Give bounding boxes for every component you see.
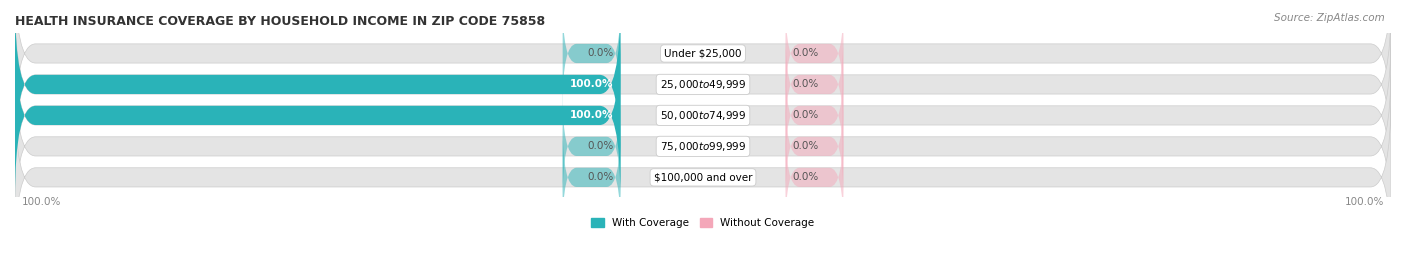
Text: 0.0%: 0.0% (793, 110, 818, 121)
Text: 100.0%: 100.0% (569, 79, 613, 89)
Text: 0.0%: 0.0% (588, 172, 613, 182)
FancyBboxPatch shape (15, 1, 1391, 168)
Text: $100,000 and over: $100,000 and over (654, 172, 752, 182)
Text: 0.0%: 0.0% (588, 141, 613, 151)
Text: 0.0%: 0.0% (793, 48, 818, 58)
FancyBboxPatch shape (15, 1, 620, 168)
FancyBboxPatch shape (562, 125, 620, 230)
Text: Source: ZipAtlas.com: Source: ZipAtlas.com (1274, 13, 1385, 23)
Text: 100.0%: 100.0% (569, 110, 613, 121)
FancyBboxPatch shape (786, 63, 844, 168)
FancyBboxPatch shape (15, 32, 620, 199)
Text: 100.0%: 100.0% (22, 197, 62, 207)
Text: 0.0%: 0.0% (588, 48, 613, 58)
FancyBboxPatch shape (786, 125, 844, 230)
FancyBboxPatch shape (15, 94, 1391, 261)
Text: 0.0%: 0.0% (793, 172, 818, 182)
Text: $50,000 to $74,999: $50,000 to $74,999 (659, 109, 747, 122)
FancyBboxPatch shape (15, 32, 1391, 199)
Text: HEALTH INSURANCE COVERAGE BY HOUSEHOLD INCOME IN ZIP CODE 75858: HEALTH INSURANCE COVERAGE BY HOUSEHOLD I… (15, 15, 546, 28)
Text: $75,000 to $99,999: $75,000 to $99,999 (659, 140, 747, 153)
Legend: With Coverage, Without Coverage: With Coverage, Without Coverage (592, 218, 814, 228)
FancyBboxPatch shape (562, 1, 620, 106)
FancyBboxPatch shape (786, 1, 844, 106)
Text: 100.0%: 100.0% (1344, 197, 1384, 207)
Text: 0.0%: 0.0% (793, 79, 818, 89)
FancyBboxPatch shape (15, 63, 1391, 230)
FancyBboxPatch shape (786, 32, 844, 137)
Text: Under $25,000: Under $25,000 (664, 48, 742, 58)
FancyBboxPatch shape (562, 94, 620, 199)
FancyBboxPatch shape (786, 94, 844, 199)
Text: 0.0%: 0.0% (793, 141, 818, 151)
Text: $25,000 to $49,999: $25,000 to $49,999 (659, 78, 747, 91)
FancyBboxPatch shape (15, 0, 1391, 137)
